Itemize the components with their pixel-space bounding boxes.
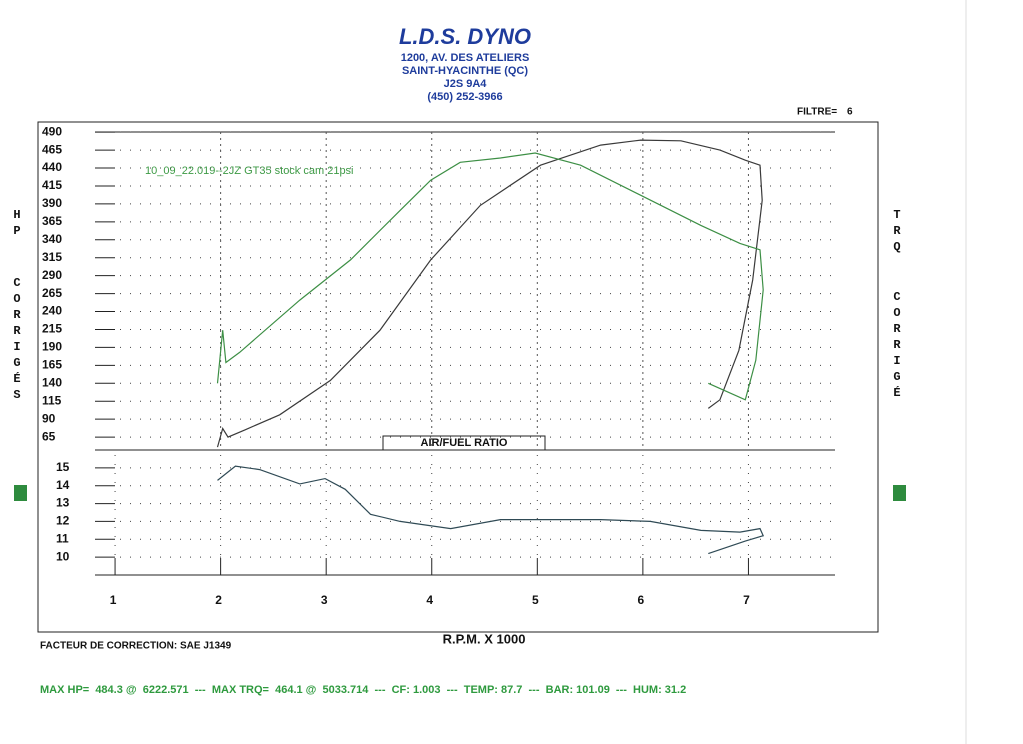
y-tick-label: 14 [56,478,70,492]
y-tick-label: 365 [42,214,62,228]
y-tick-label: 12 [56,514,70,528]
y-tick-label: 490 [42,124,62,138]
phone: (450) 252-3966 [427,91,502,103]
y-tick-label: 290 [42,268,62,282]
annotation: 10_09_22.019--2JZ GT35 stock cam 21psi [145,165,354,177]
x-tick-label: 5 [532,593,539,607]
y-tick-label: 465 [42,142,62,156]
marker [14,485,27,501]
y-label: HP [10,208,24,240]
x-tick-label: 4 [426,593,433,607]
y-tick-label: 15 [56,460,70,474]
y-tick-label: 340 [42,232,62,246]
y-tick-label: 315 [42,250,62,264]
y-tick-label: 11 [56,531,69,545]
x-axis-label: R.P.M. X 1000 [443,631,526,646]
correction: FACTEUR DE CORRECTION: SAE J1349 [40,641,232,652]
y-tick-label: 165 [42,358,62,372]
y-tick-label: 115 [42,393,62,407]
y-tick-label: 390 [42,196,62,210]
x-tick-label: 6 [638,593,645,607]
y-tick-label: 215 [42,322,62,336]
address: 1200, AV. DES ATELIERS [401,52,530,64]
data-line [217,465,765,555]
y-tick-label: 240 [42,304,62,318]
afr-title: AIR/FUEL RATIO [421,437,508,449]
filter-value: 6 [847,107,853,118]
filter-label: FILTRE= [797,107,837,118]
y-tick-label: 65 [42,429,56,443]
frame [37,121,879,633]
y-tick-label: 190 [42,340,62,354]
x-tick-label: 2 [215,593,222,607]
data-line [216,152,764,401]
y-tick-label: 265 [42,286,62,300]
data-line [216,139,763,448]
y2-label-sub: CORRIGÉ [890,290,904,402]
y-tick-label: 10 [56,549,70,563]
y-tick-label: 140 [42,375,62,389]
x-tick-label: 7 [743,593,750,607]
address: J2S 9A4 [444,78,488,90]
y-label-sub: CORRIGÉS [10,276,24,404]
address: SAINT-HYACINTHE (QC) [402,65,528,77]
y-tick-label: 440 [42,160,62,174]
y2-label: TRQ [890,208,904,256]
x-tick-label: 3 [321,593,328,607]
y-tick-label: 415 [42,178,62,192]
stats: MAX HP= 484.3 @ 6222.571 --- MAX TRQ= 46… [40,684,686,696]
x-tick-label: 1 [110,593,117,607]
y-tick-label: 90 [42,411,56,425]
title: L.D.S. DYNO [399,24,531,49]
marker [893,485,906,501]
y-tick-label: 13 [56,496,70,510]
